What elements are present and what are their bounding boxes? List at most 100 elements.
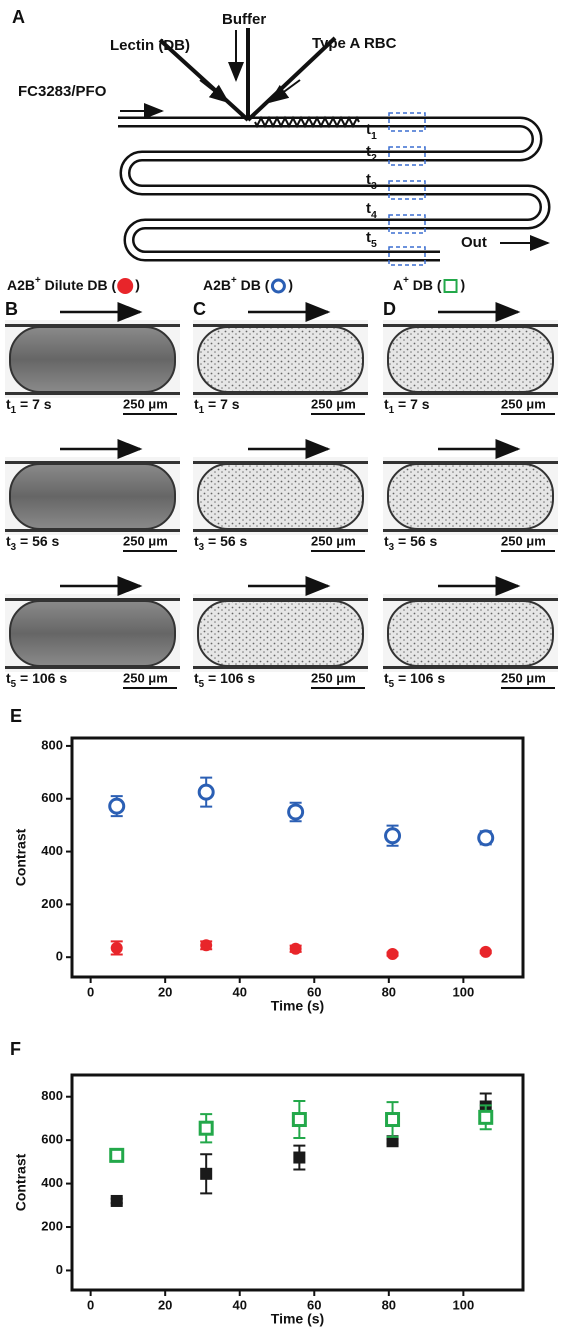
- point: [289, 942, 302, 955]
- time-point-label-part: 1: [371, 130, 377, 142]
- channel-wall: [193, 461, 368, 464]
- x-tick-label: 60: [307, 984, 321, 999]
- x-tick-label: 80: [382, 984, 396, 999]
- time-caption: t1 = 7 s: [194, 396, 240, 416]
- y-tick-label: 400: [41, 1175, 63, 1190]
- time-point-label-part: t: [366, 200, 371, 217]
- point: [384, 827, 402, 845]
- x-axis-label: Time (s): [271, 998, 324, 1014]
- y-axis-label: Contrast: [13, 828, 29, 886]
- y-tick-label: 200: [41, 1218, 63, 1233]
- droplet: [197, 463, 364, 530]
- channel-wall: [383, 461, 558, 464]
- time-caption-part: = 7 s: [204, 396, 240, 412]
- time-point-label: t2: [366, 143, 377, 164]
- point: [110, 1194, 123, 1207]
- channel-wall: [5, 666, 180, 669]
- scale-bar-label: 250 μm: [311, 533, 356, 548]
- scale-bar-label: 250 μm: [311, 396, 356, 411]
- plot-frame: [70, 736, 525, 979]
- time-caption-part: t: [384, 533, 389, 549]
- time-caption-part: 5: [199, 679, 205, 690]
- panel-label: E: [10, 706, 22, 726]
- y-tick-label: 800: [41, 1088, 63, 1103]
- legend-marker: [117, 278, 134, 294]
- column-header: ): [461, 277, 466, 293]
- outlet-label: Out: [461, 234, 487, 251]
- x-tick-label: 100: [453, 1297, 475, 1312]
- time-caption-part: 5: [11, 679, 17, 690]
- droplet: [197, 326, 364, 393]
- droplet: [197, 600, 364, 667]
- column-header-part: +: [35, 275, 41, 286]
- time-point-label-part: 4: [371, 209, 377, 221]
- point: [479, 945, 492, 958]
- time-caption: t1 = 7 s: [384, 396, 430, 416]
- point: [293, 1151, 306, 1164]
- observation-box: [388, 246, 426, 266]
- time-caption-part: = 106 s: [16, 670, 67, 686]
- scale-bar-label: 250 μm: [123, 670, 168, 685]
- time-point-label: t4: [366, 200, 377, 221]
- time-caption-part: t: [6, 396, 11, 412]
- column-header-part: Dilute DB (: [41, 277, 117, 293]
- inlet-label: Type A RBC: [312, 35, 397, 52]
- coil: [254, 115, 360, 129]
- time-caption: t5 = 106 s: [384, 670, 445, 690]
- time-point-label-part: t: [366, 229, 371, 246]
- time-caption-part: t: [6, 670, 11, 686]
- scale-bar-label: 250 μm: [123, 533, 168, 548]
- channel-diagram: [118, 28, 551, 262]
- x-tick-label: 20: [158, 984, 172, 999]
- droplet: [9, 326, 176, 393]
- time-caption: t3 = 56 s: [6, 533, 60, 553]
- time-caption-part: = 56 s: [204, 533, 247, 549]
- time-caption-part: t: [384, 396, 389, 412]
- time-caption-part: 3: [11, 542, 17, 553]
- observation-box: [388, 214, 426, 234]
- time-caption-part: 1: [199, 405, 205, 416]
- legend-marker: [270, 278, 286, 294]
- channel-wall: [383, 598, 558, 601]
- scale-bar-label: 250 μm: [501, 670, 546, 685]
- y-tick-label: 0: [56, 949, 63, 964]
- time-point-label-part: t: [366, 171, 371, 188]
- column-header: ): [288, 277, 293, 293]
- column-header-part: +: [231, 275, 237, 286]
- time-point-label-part: 5: [371, 238, 377, 250]
- x-tick-label: 60: [307, 1297, 321, 1312]
- panel-label: D: [383, 299, 396, 319]
- scale-bar-label: 250 μm: [501, 533, 546, 548]
- time-point-label-part: t: [366, 143, 371, 160]
- x-tick-label: 80: [382, 1297, 396, 1312]
- channel-wall: [193, 529, 368, 532]
- point: [287, 803, 305, 821]
- panel-label: B: [5, 299, 18, 319]
- point: [291, 1112, 307, 1128]
- time-caption: t3 = 56 s: [384, 533, 438, 553]
- channel-wall: [193, 666, 368, 669]
- point: [477, 829, 495, 847]
- channel-wall: [383, 392, 558, 395]
- time-point-label-part: 2: [371, 152, 377, 164]
- time-caption-part: 5: [389, 679, 395, 690]
- time-caption-part: t: [194, 533, 199, 549]
- y-tick-label: 600: [41, 790, 63, 805]
- time-caption-part: t: [194, 396, 199, 412]
- channel-wall: [5, 461, 180, 464]
- y-axis-label: Contrast: [13, 1153, 29, 1211]
- time-point-label: t3: [366, 171, 377, 192]
- time-caption-part: 3: [389, 542, 395, 553]
- time-caption-part: 1: [389, 405, 395, 416]
- droplet: [9, 463, 176, 530]
- column-header: ): [135, 277, 140, 293]
- time-caption: t5 = 106 s: [6, 670, 67, 690]
- time-caption-part: = 56 s: [394, 533, 437, 549]
- column-header-part: A2B: [7, 277, 35, 293]
- y-tick-label: 400: [41, 843, 63, 858]
- point: [110, 941, 123, 954]
- time-point-label-part: t: [366, 121, 371, 138]
- channel-wall: [193, 598, 368, 601]
- scale-bar-label: 250 μm: [501, 396, 546, 411]
